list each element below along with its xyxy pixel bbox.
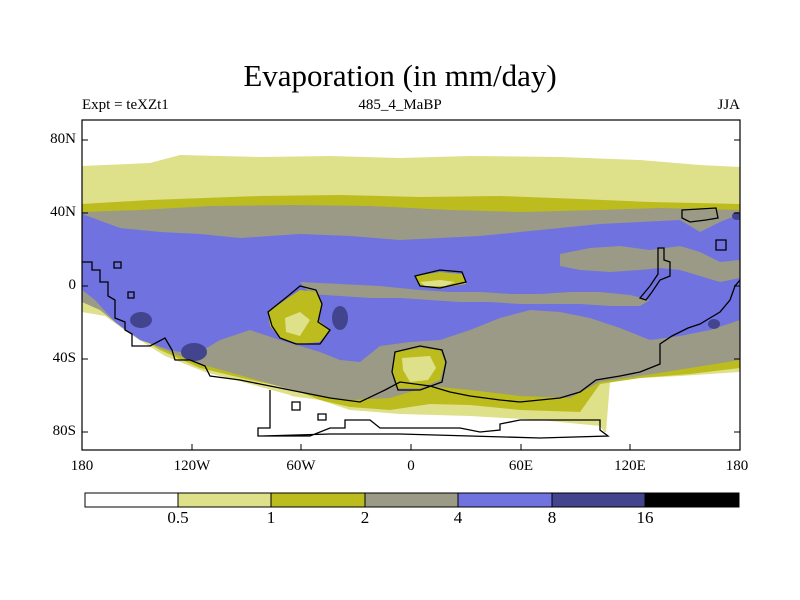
colorbar-box	[552, 493, 645, 507]
field-pale-continent	[285, 312, 310, 336]
coastline	[257, 390, 610, 439]
y-tick-label: 80S	[52, 423, 76, 439]
y-tick-label: 0	[68, 277, 77, 293]
colorbar	[84, 492, 740, 508]
axis-ticks	[81, 139, 741, 450]
field-pale-island	[420, 280, 455, 286]
coastline	[317, 413, 327, 421]
coastline	[414, 269, 467, 289]
coastline	[391, 345, 447, 391]
y-tick-label: 80N	[50, 131, 76, 147]
x-tick-label: 180	[70, 458, 94, 474]
field-white-land	[262, 396, 610, 440]
time-period-label: 485_4_MaBP	[358, 97, 442, 113]
field-pale-continent	[402, 356, 436, 382]
season-label: JJA	[717, 97, 740, 113]
field-dark-blue	[732, 212, 740, 220]
colorbar-box	[271, 493, 365, 507]
x-tick-label: 0	[407, 458, 415, 474]
colorbar-label: 8	[547, 508, 557, 527]
coastline	[267, 285, 331, 345]
coastline	[127, 291, 135, 299]
plot-title: Evaporation (in mm/day)	[243, 58, 557, 93]
field-gray-band	[300, 282, 650, 306]
x-tick-label: 120W	[173, 458, 211, 474]
coastline	[715, 239, 727, 251]
coastline	[82, 261, 741, 403]
x-tick-label: 180	[725, 458, 749, 474]
colorbar-label: 16	[636, 508, 654, 527]
coastline	[291, 401, 301, 411]
x-tick-label: 120E	[614, 458, 646, 474]
field-dark-blue	[708, 319, 720, 329]
coastline	[638, 247, 671, 301]
colorbar-box	[365, 493, 458, 507]
colorbar-box	[178, 493, 271, 507]
x-tick-label: 60E	[508, 458, 534, 474]
field-dark-blue	[181, 343, 207, 361]
y-tick-label: 40S	[52, 350, 76, 366]
colorbar-label: 1	[266, 508, 276, 527]
coastlines	[82, 207, 741, 439]
coastline	[681, 207, 719, 223]
field-dark-blue	[332, 306, 348, 330]
colorbar-label: 0.5	[167, 508, 189, 527]
colorbar-box	[458, 493, 552, 507]
coastline	[113, 261, 122, 269]
field-gray-band	[560, 246, 740, 282]
colorbar-box	[645, 493, 739, 507]
y-tick-label: 40N	[50, 204, 76, 220]
field-dark-blue	[130, 312, 152, 328]
colorbar-label: 2	[360, 508, 370, 527]
colorbar-label: 4	[453, 508, 463, 527]
colorbar-box	[85, 493, 178, 507]
experiment-label: Expt = teXZt1	[82, 97, 169, 113]
x-tick-label: 60W	[286, 458, 316, 474]
map-fields	[82, 120, 740, 450]
colorbar-frame	[84, 492, 740, 508]
